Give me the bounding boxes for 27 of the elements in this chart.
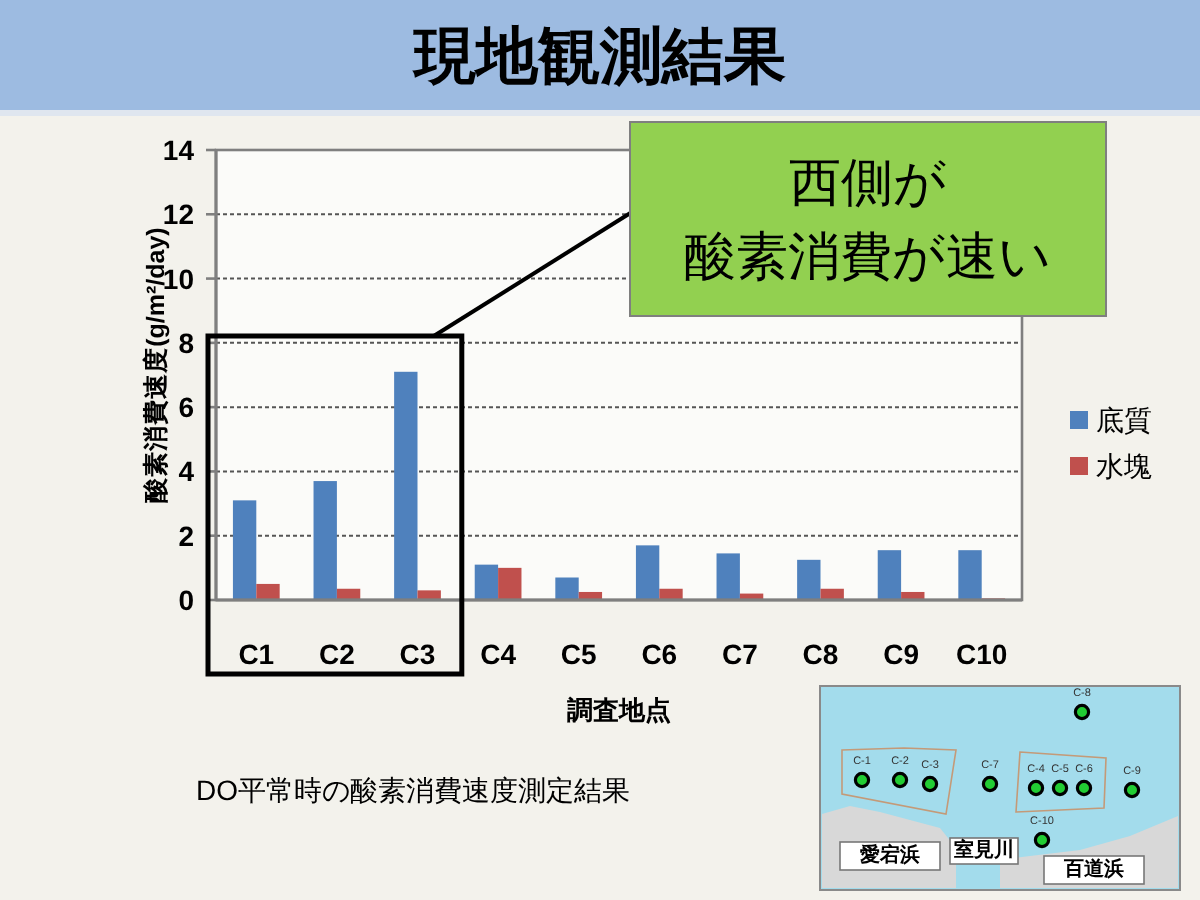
title: 現地観測結果 (414, 21, 786, 91)
annotation: 愛宕浜 (860, 845, 920, 867)
legend-label: 水塊 (1096, 450, 1152, 482)
annotation: 百道浜 (1064, 859, 1124, 881)
xtick: C5 (560, 638, 597, 670)
ytick: 0 (178, 584, 194, 616)
xtick: C7 (722, 638, 758, 670)
xtick: C1 (238, 638, 275, 670)
ytick: 14 (162, 134, 194, 166)
ytick: 2 (178, 519, 194, 552)
annotation: DO平常時の酸素消費速度測定結果 (196, 774, 630, 806)
xtick: C10 (956, 638, 1008, 670)
xtick: C3 (399, 638, 436, 670)
annotation: 室見川 (954, 840, 1014, 862)
xtick: C9 (883, 638, 919, 670)
xtick: C8 (802, 638, 839, 670)
legend-label: 底質 (1096, 404, 1152, 436)
ytick: 8 (178, 326, 194, 359)
xtick: C4 (480, 638, 516, 670)
ytick: 12 (162, 198, 194, 231)
xtick: C6 (641, 638, 678, 670)
ytick: 4 (178, 455, 194, 488)
xlabel: 調査地点 (567, 695, 671, 725)
annotation: 西側が (789, 152, 947, 212)
xtick: C2 (319, 638, 355, 670)
ytick: 6 (178, 391, 194, 424)
annotation: 酸素消費が速い (684, 226, 1052, 286)
